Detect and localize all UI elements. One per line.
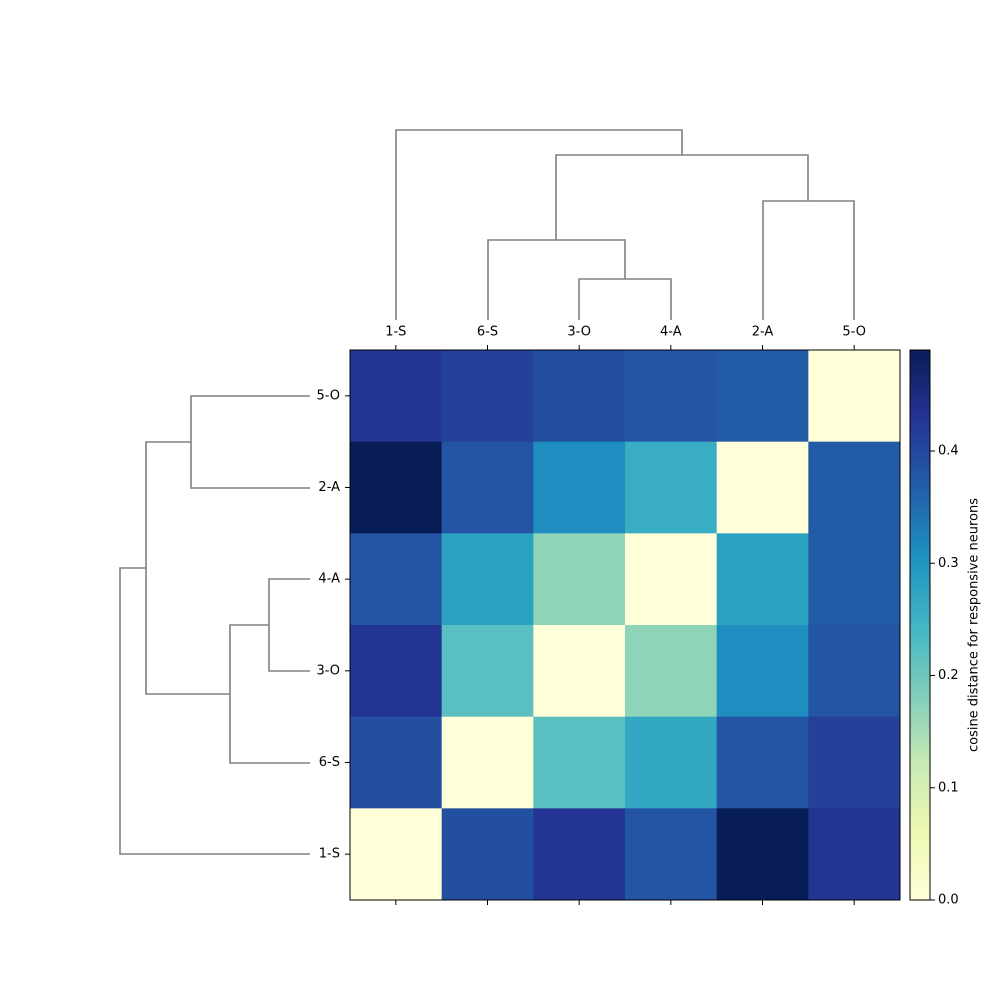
heatmap-cell [716,716,809,809]
heatmap-cell [808,716,901,809]
row-label: 5-O [316,388,340,403]
heatmap-cell [350,350,443,443]
colorbar-tick-label: 0.3 [938,556,959,571]
row-label: 4-A [318,572,340,587]
row-label: 6-S [319,755,340,770]
heatmap-cell [350,808,443,901]
column-label: 5-O [842,325,866,340]
heatmap-cell [625,625,718,718]
heatmap-cell [533,716,626,809]
heatmap-cell [808,350,901,443]
colorbar-tick-label: 0.4 [938,444,959,459]
heatmap-cell [533,533,626,626]
heatmap-cell [441,441,534,534]
heatmap-cell [350,716,443,809]
heatmap-cell [441,808,534,901]
heatmap-cell [533,625,626,718]
heatmap-cell [625,808,718,901]
heatmap-cell [441,350,534,443]
heatmap-cell [533,441,626,534]
heatmap-cell [350,625,443,718]
column-label: 2-A [752,325,774,340]
column-label: 6-S [477,325,498,340]
heatmap-cell [716,533,809,626]
heatmap-cell [625,350,718,443]
heatmap-cell [625,716,718,809]
heatmap-cell [441,533,534,626]
column-label: 1-S [385,325,406,340]
row-dendrogram [119,395,310,855]
heatmap-cell [808,533,901,626]
column-dendrogram [395,129,855,320]
heatmap-cell [350,441,443,534]
heatmap-cell [441,716,534,809]
heatmap-cell [533,808,626,901]
heatmap-cell [716,350,809,443]
heatmap-cell [625,533,718,626]
colorbar-tick-label: 0.1 [938,780,959,795]
heatmap-cell [716,625,809,718]
row-label: 3-O [316,663,340,678]
heatmap-cell [716,441,809,534]
heatmap-cell [716,808,809,901]
row-label: 2-A [318,480,340,495]
colorbar [909,349,931,901]
heatmap-cell [625,441,718,534]
row-label: 1-S [319,847,340,862]
colorbar-label: cosine distance for responsive neurons [967,498,982,752]
heatmap-cell [808,808,901,901]
colorbar-tick-label: 0.2 [938,668,959,683]
colorbar-tick-label: 0.0 [938,893,959,908]
heatmap-cell [533,350,626,443]
column-label: 3-O [567,325,591,340]
heatmap-cell [808,441,901,534]
heatmap-frame [349,349,901,901]
column-label: 4-A [660,325,682,340]
heatmap-cell [350,533,443,626]
heatmap-cell [441,625,534,718]
heatmap-cell [808,625,901,718]
